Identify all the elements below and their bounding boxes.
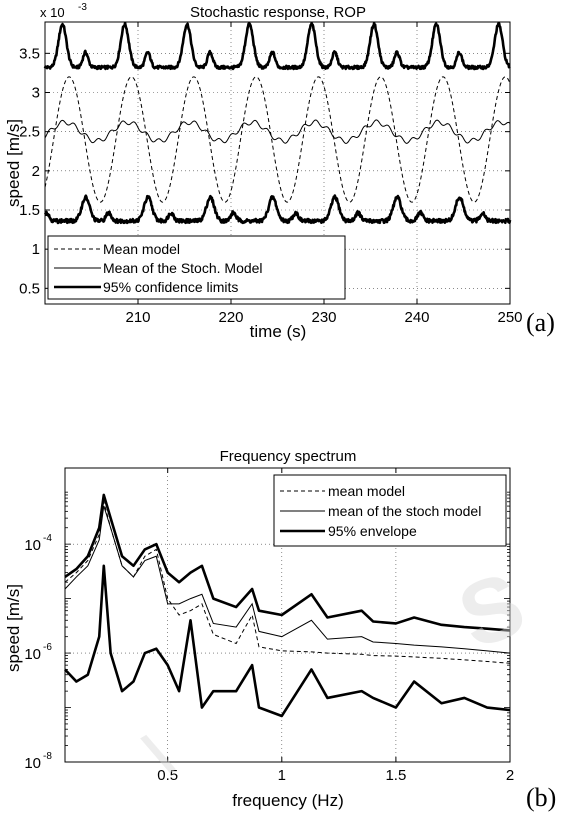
panel-a: 210 220 230 240 250 0.5 1 1.5 2 2.5 3 3.5 x 10 -3 Stoc…	[4, 2, 555, 341]
y-tick-exponent: -8	[43, 751, 52, 762]
y-tick-label: 1.5	[19, 202, 40, 219]
legend-label: Mean of the Stoch. Model	[103, 260, 263, 276]
legend-label: 95% confidence limits	[103, 279, 238, 295]
series-mean-stoch	[44, 119, 511, 144]
series-envelope-upper	[64, 493, 511, 632]
series-envelope-lower	[64, 564, 511, 718]
x-tick-label: 210	[125, 309, 150, 326]
y-tick-exponent: -6	[43, 642, 52, 653]
y-tick-label: 2.5	[19, 124, 40, 141]
x-axis-label: time (s)	[250, 322, 307, 341]
chart-title: Frequency spectrum	[220, 448, 357, 465]
panel-label-a: (a)	[526, 308, 555, 337]
y-tick-label: 0.5	[19, 280, 40, 297]
x-tick-label: 250	[497, 309, 522, 326]
x-tick-label: 2	[506, 767, 514, 784]
x-tick-label: 1	[278, 767, 286, 784]
x-tick-label: 0.5	[157, 767, 178, 784]
y-tick-base: 10	[24, 537, 41, 554]
y-tick-label: 2	[32, 163, 40, 180]
legend-label: mean of the stoch model	[328, 503, 481, 519]
legend-label: 95% envelope	[328, 523, 417, 539]
y-tick-base: 10	[24, 755, 41, 772]
y-axis-label: speed [m/s]	[4, 584, 23, 672]
y-tick-label: 3.5	[19, 45, 40, 62]
y-tick-label: 1	[32, 241, 40, 258]
x-tick-label: 230	[311, 309, 336, 326]
x-tick-label: 240	[404, 309, 429, 326]
y-axis-label: speed [m/s]	[4, 119, 23, 207]
y-tick-exponent: -4	[43, 533, 52, 544]
chart-title: Stochastic response, ROP	[190, 4, 366, 21]
axes-frame	[44, 21, 511, 305]
legend-label: Mean model	[103, 241, 180, 257]
legend: mean model mean of the stoch model 95% env…	[273, 474, 507, 547]
x-tick-label: 1.5	[385, 767, 406, 784]
x-axis-label: frequency (Hz)	[232, 791, 343, 810]
y-exponent-label: x 10	[40, 5, 65, 20]
x-tick-label: 220	[218, 309, 243, 326]
series-mean-stoch	[64, 505, 511, 654]
series-mean-model	[64, 501, 511, 664]
y-tick-label: 3	[32, 85, 40, 102]
legend: Mean model Mean of the Stoch. Model 95% co…	[47, 235, 346, 300]
panel-label-b: (b)	[526, 783, 556, 812]
legend-label: mean model	[328, 483, 405, 499]
series-confidence-upper	[43, 21, 511, 71]
y-tick-base: 10	[24, 646, 41, 663]
series-mean-model	[44, 76, 511, 203]
y-exponent-value: -3	[78, 2, 87, 13]
series-confidence-lower	[43, 194, 512, 225]
